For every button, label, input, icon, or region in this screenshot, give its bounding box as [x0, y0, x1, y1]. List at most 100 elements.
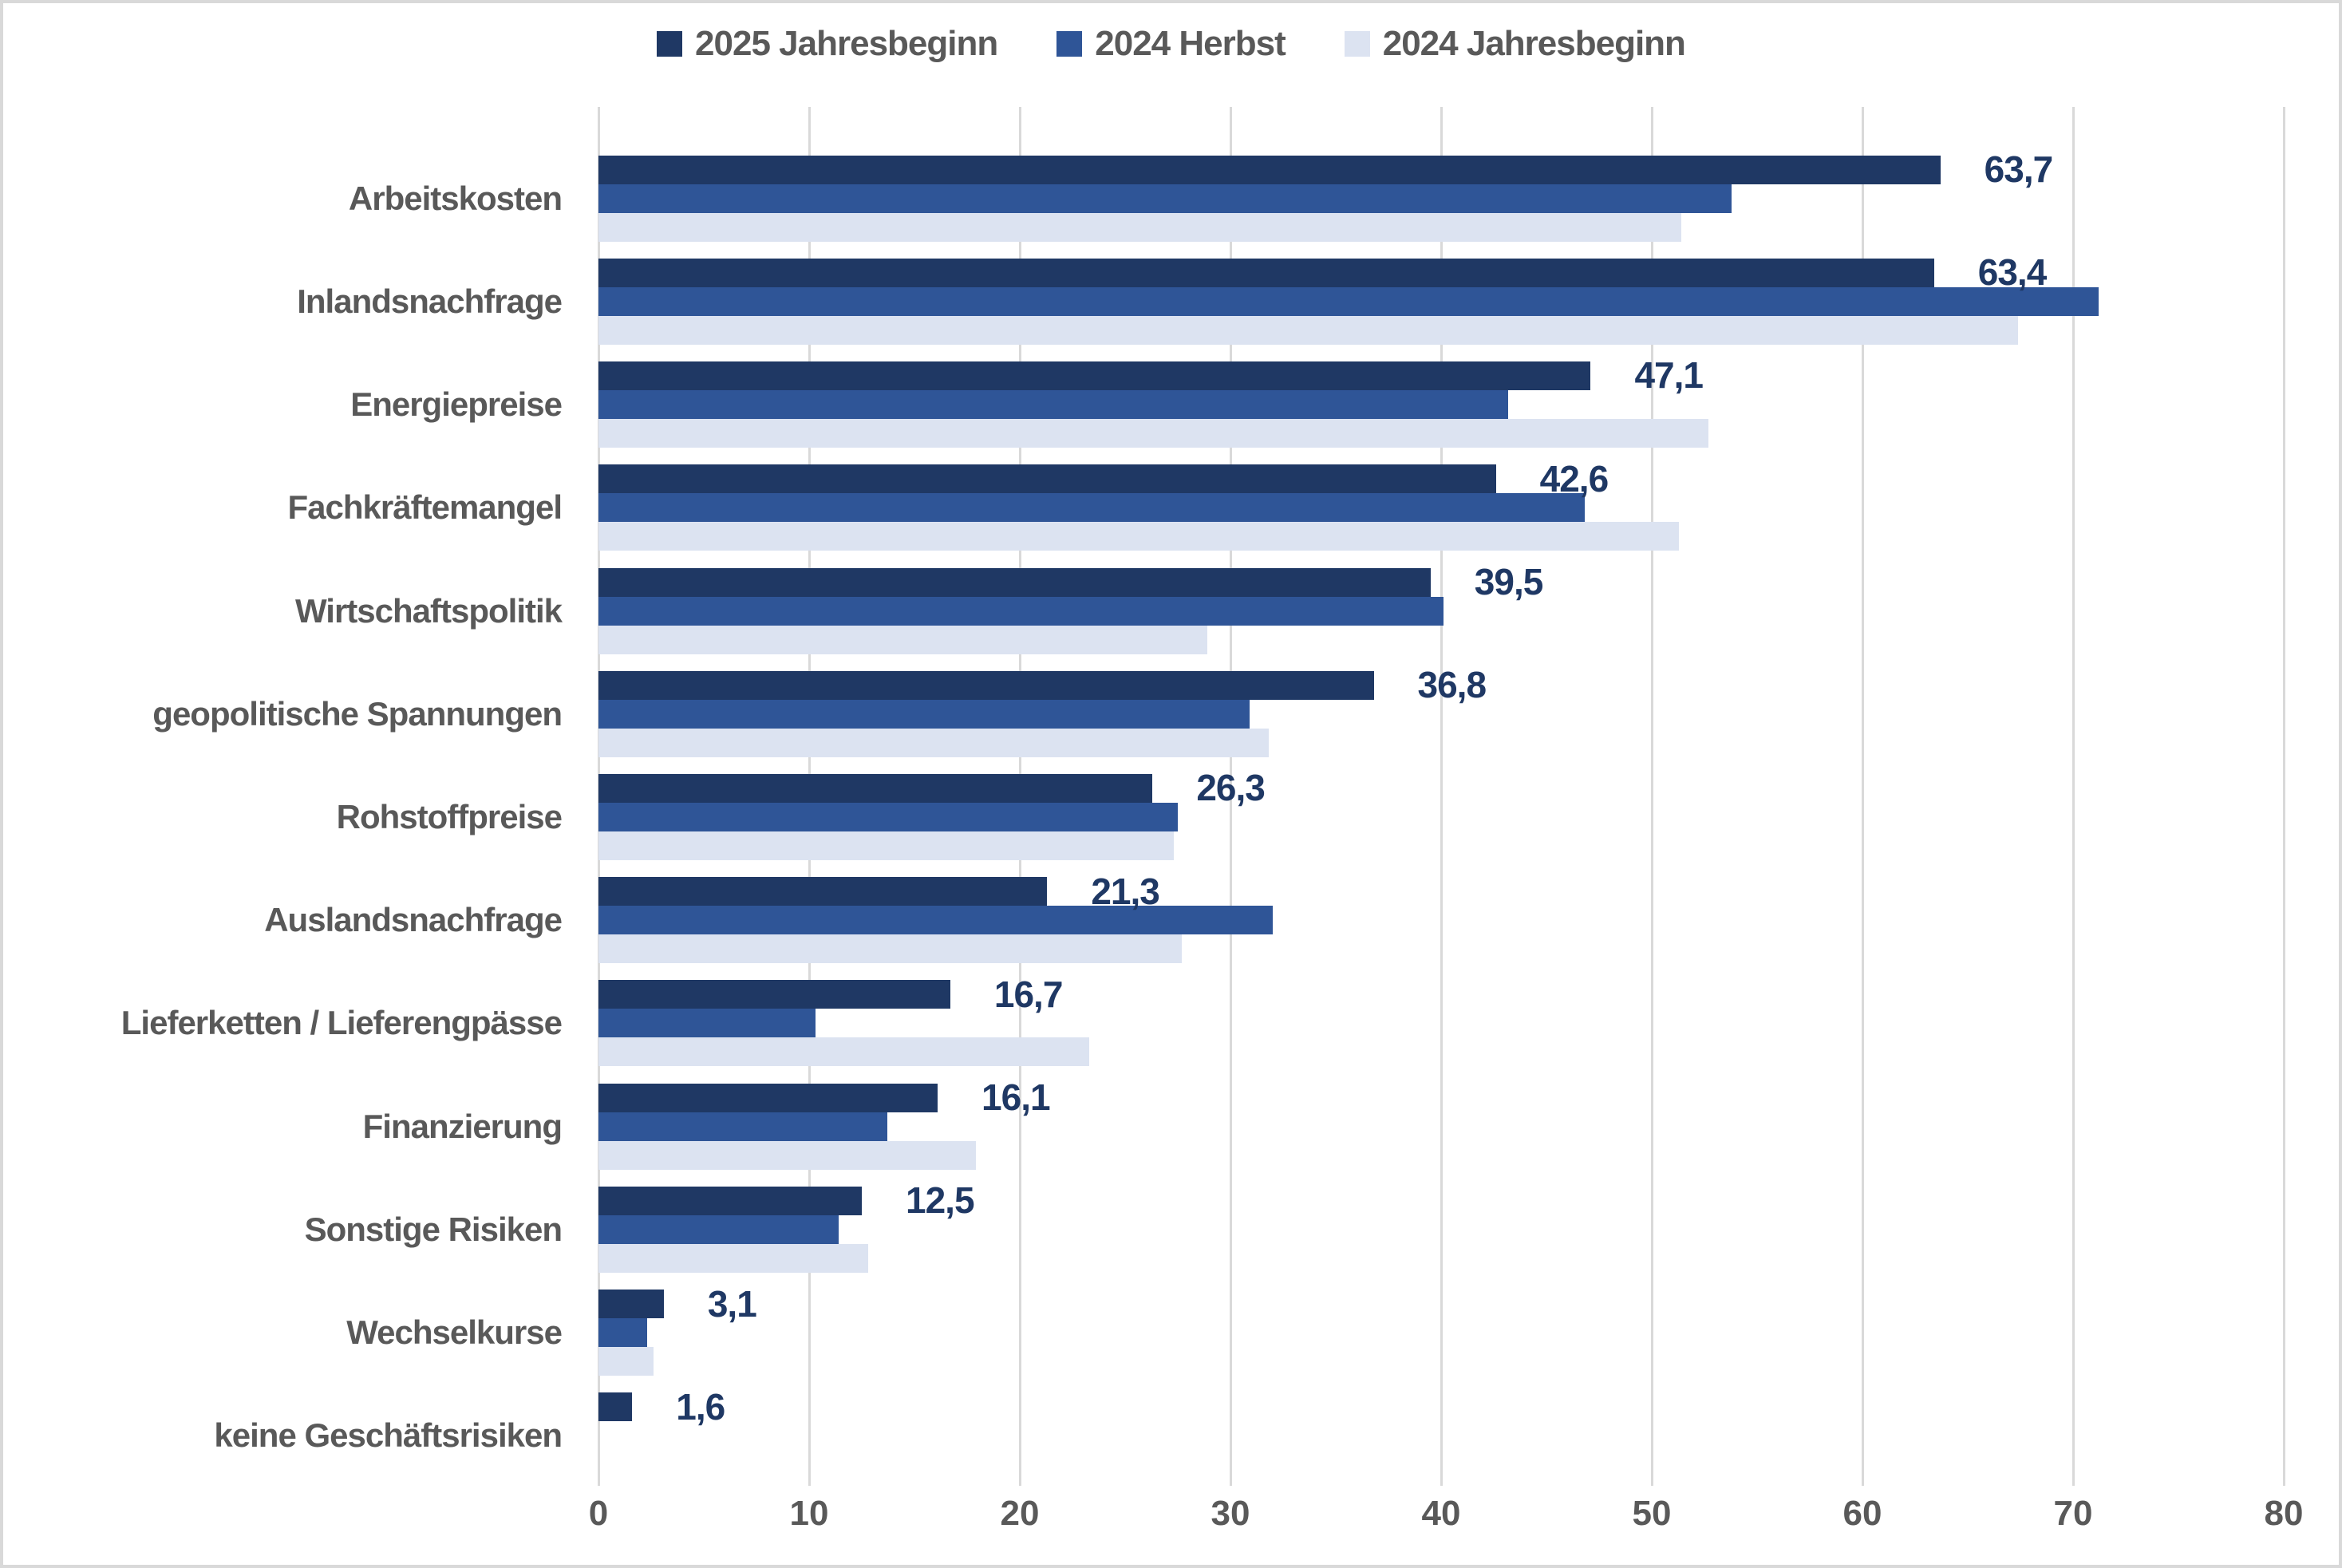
legend-label: 2025 Jahresbeginn — [695, 24, 998, 63]
bar-2025-jahresbeginn — [598, 1186, 862, 1215]
category-label: Fachkräftemangel — [287, 488, 563, 527]
bar-2024-herbst — [598, 1009, 816, 1038]
gridline-x-40 — [1440, 107, 1443, 1486]
bar-2024-jahresbeginn — [598, 934, 1183, 964]
value-label: 1,6 — [676, 1385, 725, 1428]
bar-2025-jahresbeginn — [598, 155, 1941, 184]
bar-2024-jahresbeginn — [598, 728, 1269, 757]
bar-2024-jahresbeginn — [598, 1243, 868, 1273]
value-label: 47,1 — [1634, 354, 1704, 397]
bar-2024-herbst — [598, 1318, 647, 1348]
category-row: Wirtschaftspolitik 39,5 — [3, 559, 2342, 662]
bar-2025-jahresbeginn — [598, 1392, 633, 1422]
gridline-x-60 — [1861, 107, 1864, 1486]
category-row: Rohstoffpreise 26,3 — [3, 765, 2342, 868]
bar-2024-herbst — [598, 802, 1178, 831]
category-row: Lieferketten / Lieferengpässe 16,7 — [3, 972, 2342, 1075]
plot-area: Arbeitskosten 63,7 Inlandsnachfrage 63,4 Ene… — [3, 99, 2342, 1491]
bar-2025-jahresbeginn — [598, 567, 1431, 597]
category-row: Sonstige Risiken 12,5 — [3, 1178, 2342, 1281]
bar-2025-jahresbeginn — [598, 877, 1048, 906]
category-label: Rohstoffpreise — [336, 797, 563, 835]
bar-2025-jahresbeginn — [598, 464, 1496, 494]
legend-label: 2024 Jahresbeginn — [1382, 24, 1686, 63]
category-row: Finanzierung 16,1 — [3, 1075, 2342, 1178]
value-label: 39,5 — [1474, 560, 1544, 602]
category-label: Sonstige Risiken — [304, 1210, 563, 1248]
x-tick-label-30: 30 — [1210, 1494, 1250, 1533]
x-tick-label-0: 0 — [588, 1494, 609, 1533]
bar-2024-jahresbeginn — [598, 212, 1681, 242]
category-label: Arbeitskosten — [348, 179, 563, 217]
value-label: 21,3 — [1091, 870, 1160, 912]
category-label: Energiepreise — [350, 385, 563, 424]
bar-2024-jahresbeginn — [598, 315, 2019, 345]
bar-2024-herbst — [598, 596, 1444, 626]
category-row: Arbeitskosten 63,7 — [3, 147, 2342, 250]
category-row: Wechselkurse 3,1 — [3, 1282, 2342, 1384]
bar-rows: Arbeitskosten 63,7 Inlandsnachfrage 63,4 Ene… — [3, 147, 2342, 1487]
gridline-x-80 — [2282, 107, 2285, 1486]
category-label: Finanzierung — [362, 1107, 563, 1145]
value-label: 36,8 — [1417, 664, 1487, 706]
value-label: 16,1 — [981, 1076, 1051, 1119]
bar-2025-jahresbeginn — [598, 258, 1934, 287]
value-label: 26,3 — [1196, 767, 1266, 809]
legend-item-2024-herbst: 2024 Herbst — [1056, 24, 1286, 64]
x-tick-label-10: 10 — [789, 1494, 829, 1533]
legend-swatch-light-blue — [1344, 31, 1370, 57]
chart-legend: 2025 Jahresbeginn 2024 Herbst 2024 Jahre… — [3, 24, 2339, 64]
bar-2024-jahresbeginn — [598, 625, 1207, 654]
bar-2024-herbst — [598, 699, 1250, 729]
category-label: keine Geschäftsrisiken — [214, 1416, 563, 1455]
gridline-x-50 — [1650, 107, 1653, 1486]
bar-2024-jahresbeginn — [598, 522, 1680, 551]
bar-2024-herbst — [598, 906, 1273, 935]
x-tick-label-50: 50 — [1632, 1494, 1672, 1533]
category-label: Auslandsnachfrage — [264, 901, 563, 939]
bar-2024-jahresbeginn — [598, 419, 1709, 448]
category-row: Energiepreise 47,1 — [3, 353, 2342, 456]
x-tick-label-40: 40 — [1421, 1494, 1461, 1533]
category-label: Lieferketten / Lieferengpässe — [120, 1004, 563, 1042]
bar-2024-herbst — [598, 1215, 839, 1244]
category-label: Wirtschaftspolitik — [295, 591, 563, 630]
bar-2025-jahresbeginn — [598, 1290, 664, 1319]
legend-item-2024-jahresbeginn: 2024 Jahresbeginn — [1344, 24, 1686, 64]
category-row: keine Geschäftsrisiken 1,6 — [3, 1384, 2342, 1487]
bar-2024-jahresbeginn — [598, 831, 1174, 860]
bar-2025-jahresbeginn — [598, 980, 950, 1009]
bar-2024-herbst — [598, 286, 2099, 316]
value-label: 63,4 — [1977, 251, 2048, 294]
x-tick-label-80: 80 — [2264, 1494, 2304, 1533]
bar-2025-jahresbeginn — [598, 1083, 938, 1112]
bar-2024-jahresbeginn — [598, 1347, 654, 1376]
category-row: Auslandsnachfrage 21,3 — [3, 869, 2342, 972]
legend-label: 2024 Herbst — [1095, 24, 1286, 63]
category-row: Inlandsnachfrage 63,4 — [3, 250, 2342, 353]
category-label: Wechselkurse — [346, 1313, 563, 1352]
value-label: 12,5 — [906, 1179, 975, 1222]
category-row: geopolitische Spannungen 36,8 — [3, 662, 2342, 765]
category-label: Inlandsnachfrage — [297, 282, 563, 320]
value-label: 16,7 — [993, 973, 1064, 1015]
bar-2024-herbst — [598, 493, 1585, 523]
bar-2024-herbst — [598, 390, 1509, 420]
category-row: Fachkräftemangel 42,6 — [3, 456, 2342, 559]
gridline-x-30 — [1229, 107, 1232, 1486]
x-tick-label-70: 70 — [2053, 1494, 2093, 1533]
legend-swatch-dark-blue — [657, 31, 683, 57]
bar-2025-jahresbeginn — [598, 361, 1591, 391]
x-axis: 0 10 20 30 40 50 60 70 80 — [3, 1494, 2342, 1550]
value-label: 63,7 — [1984, 148, 2054, 190]
legend-swatch-medium-blue — [1056, 31, 1083, 57]
bar-2024-herbst — [598, 1112, 887, 1141]
value-label: 3,1 — [707, 1282, 757, 1325]
bar-2025-jahresbeginn — [598, 773, 1153, 803]
bar-2025-jahresbeginn — [598, 670, 1374, 700]
value-label: 42,6 — [1539, 457, 1609, 500]
x-tick-label-20: 20 — [1000, 1494, 1040, 1533]
legend-item-2025-jahresbeginn: 2025 Jahresbeginn — [657, 24, 998, 64]
